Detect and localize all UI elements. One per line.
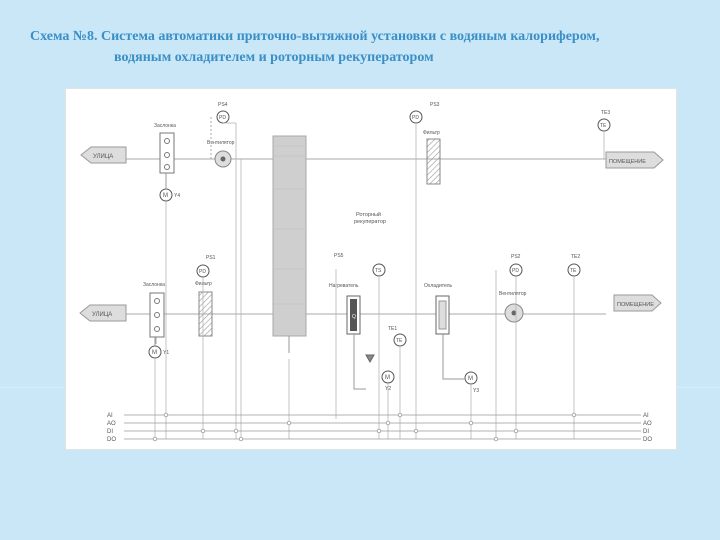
svg-text:PS5: PS5 <box>334 253 344 259</box>
svg-text:TE2: TE2 <box>571 254 580 260</box>
damper-label-bottom: Заслонка <box>143 282 165 288</box>
room-label-bottom: ПОМЕЩЕНИЕ <box>617 302 654 308</box>
svg-text:Q: Q <box>352 314 356 320</box>
svg-text:DI: DI <box>643 429 649 435</box>
bus-labels-right: AI AO DI DO <box>643 413 652 443</box>
fan-label-top: Вентилятор <box>207 140 235 146</box>
svg-text:Y3: Y3 <box>473 388 479 394</box>
svg-text:DO: DO <box>643 437 652 443</box>
filter-label-bottom: Фильтр <box>195 281 212 287</box>
outdoor-label-bottom: УЛИЦА <box>92 312 112 318</box>
svg-text:PD: PD <box>512 268 519 274</box>
svg-text:Y4: Y4 <box>174 193 180 199</box>
ventilation-schematic: Роторный рекуператор УЛИЦА УЛИЦА ПОМЕЩЕН… <box>65 88 677 450</box>
damper-label-top: Заслонка <box>154 123 176 129</box>
svg-text:PS1: PS1 <box>206 255 216 261</box>
title-line-1: Схема №8. Система автоматики приточно-вы… <box>30 29 600 44</box>
svg-text:PD: PD <box>219 115 226 121</box>
room-arrow-top <box>605 151 664 169</box>
svg-text:TE: TE <box>570 268 577 274</box>
recuperator-segments <box>273 145 306 305</box>
slide-title: Схема №8. Система автоматики приточно-вы… <box>30 26 710 68</box>
svg-text:PS4: PS4 <box>218 102 228 108</box>
fan-label-bottom: Вентилятор <box>499 291 527 297</box>
schematic-canvas: Роторный рекуператор УЛИЦА УЛИЦА ПОМЕЩЕН… <box>79 102 664 443</box>
svg-text:TE: TE <box>600 123 607 129</box>
io-bus <box>124 414 641 440</box>
svg-text:TE3: TE3 <box>601 110 610 116</box>
outdoor-arrow-top <box>80 146 127 164</box>
rotary-recuperator <box>272 135 307 337</box>
filter-bottom <box>198 291 213 337</box>
rotor-label-2: рекуператор <box>354 219 386 225</box>
outdoor-label-top: УЛИЦА <box>93 154 113 160</box>
svg-text:AI: AI <box>643 413 649 419</box>
room-label-top: ПОМЕЩЕНИЕ <box>609 159 646 165</box>
svg-text:M: M <box>152 350 157 356</box>
cooler-label: Охладитель <box>424 283 453 289</box>
signal-wiring <box>154 122 605 439</box>
outdoor-arrow-bottom <box>79 304 127 322</box>
filter-top <box>426 138 441 185</box>
room-arrow-bottom <box>613 294 662 312</box>
svg-text:PS3: PS3 <box>430 102 440 108</box>
title-line-2: водяным охладителем и роторным рекуперат… <box>114 50 434 65</box>
svg-text:PD: PD <box>199 269 206 275</box>
svg-text:PD: PD <box>412 115 419 121</box>
svg-text:M: M <box>468 376 473 382</box>
heater-pump <box>365 354 375 364</box>
svg-text:AI: AI <box>107 413 113 419</box>
damper-bottom <box>149 292 165 338</box>
svg-text:TE1: TE1 <box>388 326 397 332</box>
bus-junctions <box>152 412 577 442</box>
bus-labels-left: AI AO DI DO <box>107 413 116 443</box>
svg-text:M: M <box>163 193 168 199</box>
svg-text:AO: AO <box>107 421 116 427</box>
svg-text:TE: TE <box>396 338 403 344</box>
heater-label: Нагреватель <box>329 283 359 289</box>
svg-text:DO: DO <box>107 437 116 443</box>
svg-text:AO: AO <box>643 421 652 427</box>
svg-text:TS: TS <box>375 268 382 274</box>
svg-text:PS2: PS2 <box>511 254 521 260</box>
duct-lines <box>126 144 606 344</box>
rotor-label-1: Роторный <box>356 211 381 218</box>
filter-label-top: Фильтр <box>423 130 440 136</box>
svg-text:DI: DI <box>107 429 113 435</box>
svg-text:M: M <box>385 375 390 381</box>
